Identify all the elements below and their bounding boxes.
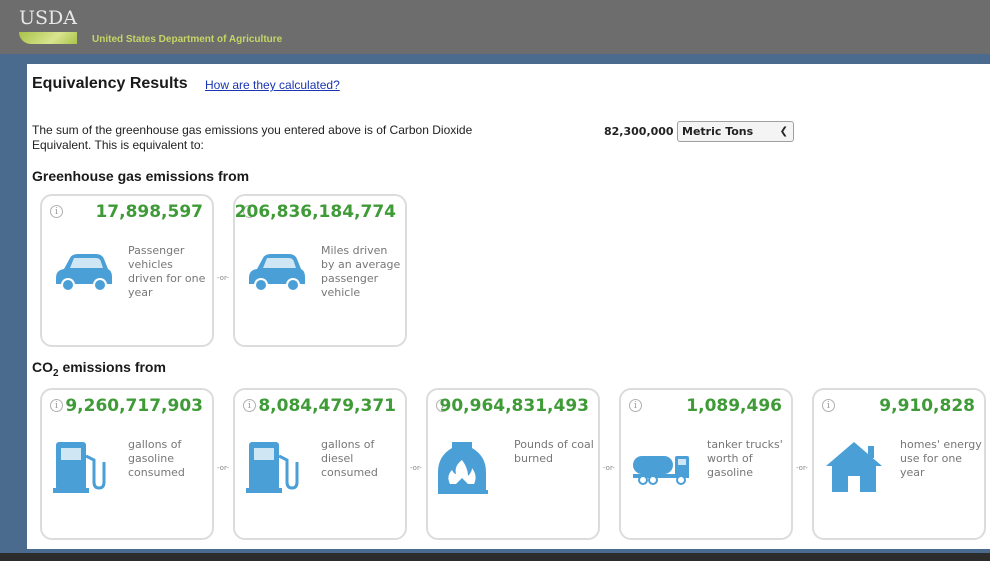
or-separator: -or- [603,464,615,472]
site-header: USDA United States Department of Agricul… [0,0,990,54]
info-icon[interactable]: i [50,399,63,412]
co2-card-tanker: i 1,089,496 tanker trucks' worth of gaso… [619,388,793,540]
info-icon[interactable]: i [822,399,835,412]
or-separator: -or- [217,464,229,472]
chevron-down-icon: ❮ [779,126,788,137]
co2-card-diesel: i 8,084,479,371 gallons of diesel consum… [233,388,407,540]
or-separator: -or- [410,464,422,472]
card-description: gallons of gasoline consumed [128,438,185,479]
co2-card-gasoline: i 9,260,717,903 gallons of gasoline cons… [40,388,214,540]
info-icon[interactable]: i [243,205,256,218]
gas-pump-icon [246,442,299,493]
card-value: 1,089,496 [686,396,782,416]
co2-title-prefix: CO [32,359,53,375]
agency-name: United States Department of Agriculture [92,34,283,45]
card-description: tanker trucks' worth of gasoline [707,438,783,479]
card-value: 9,910,828 [879,396,975,416]
unit-select-value: Metric Tons [682,125,754,138]
co2-card-coal: i 90,964,831,493 Pounds of coal burned [426,388,600,540]
unit-select[interactable]: Metric Tons ❮ [677,121,794,142]
house-icon [826,442,882,492]
card-description: gallons of diesel consumed [321,438,378,479]
gas-pump-icon [53,442,106,493]
usda-logo[interactable]: USDA [19,8,77,44]
info-icon[interactable]: i [243,399,256,412]
card-value: 17,898,597 [95,202,203,222]
page-title: Equivalency Results [32,75,188,92]
how-calculated-link[interactable]: How are they calculated? [205,78,340,92]
or-separator: -or- [217,274,229,282]
logo-swoosh [19,32,77,44]
card-description: homes' energy use for one year [900,438,982,479]
card-value: 206,836,184,774 [234,202,396,222]
emission-amount: 82,300,000 [604,125,674,138]
car-icon [56,254,112,292]
card-description: Pounds of coal burned [514,438,594,465]
coal-furnace-icon [438,442,488,494]
co2-card-homes: i 9,910,828 homes' energy use for one ye… [812,388,986,540]
intro-text: The sum of the greenhouse gas emissions … [32,123,473,152]
results-panel: Equivalency Results How are they calcula… [27,64,990,549]
info-icon[interactable]: i [50,205,63,218]
card-value: 9,260,717,903 [65,396,203,416]
info-icon[interactable]: i [629,399,642,412]
ghg-section-title: Greenhouse gas emissions from [32,168,250,184]
logo-text: USDA [19,7,77,29]
car-icon [249,254,305,292]
bottom-strip [0,553,990,561]
info-icon[interactable]: i [436,399,449,412]
card-description: Passenger vehicles driven for one year [128,244,206,299]
or-separator: -or- [796,464,808,472]
ghg-card-vehicles: i 17,898,597 Passenger vehicles driven f… [40,194,214,347]
card-value: 8,084,479,371 [258,396,396,416]
co2-title-suffix: emissions from [58,359,166,375]
card-description: Miles driven by an average passenger veh… [321,244,401,299]
ghg-card-miles: i 206,836,184,774 Miles driven by an ave… [233,194,407,347]
co2-section-title: CO2 emissions from [32,359,166,379]
tanker-truck-icon [633,456,689,485]
co2-title-sub: 2 [53,367,59,379]
card-value: 90,964,831,493 [439,396,590,416]
